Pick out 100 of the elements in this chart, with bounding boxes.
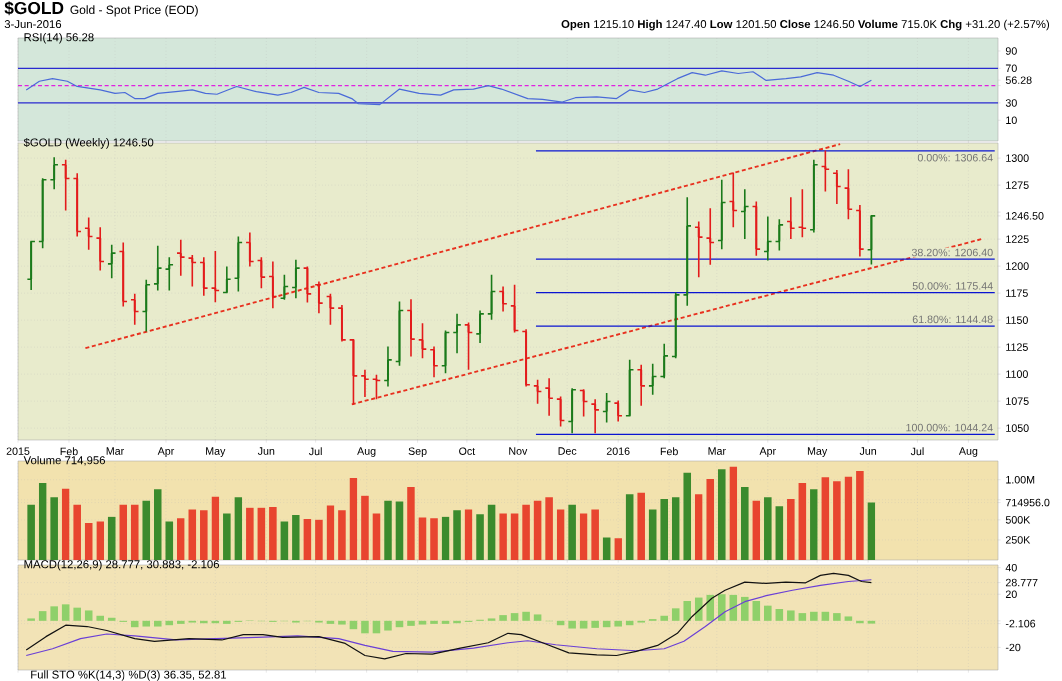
y-tick-label: 1275 <box>1006 181 1029 189</box>
bar <box>533 500 542 560</box>
bar <box>867 502 876 560</box>
candlestick <box>176 239 186 277</box>
candlestick <box>210 250 220 303</box>
text: 3-Jun-2016 <box>4 20 62 29</box>
bar <box>487 618 496 621</box>
x-tick-label: Jul <box>308 447 322 456</box>
candlestick <box>325 293 335 326</box>
x-tick-label: Oct <box>459 447 476 455</box>
candlestick <box>579 388 589 418</box>
candlestick <box>256 256 266 289</box>
bar <box>96 615 104 621</box>
bar <box>510 513 519 560</box>
candlestick <box>786 196 796 240</box>
candlestick <box>866 214 876 266</box>
bar <box>671 497 680 560</box>
y-tick-label: 1075 <box>1006 397 1029 405</box>
candlestick <box>49 156 59 191</box>
bar <box>787 610 795 621</box>
bar <box>27 618 35 621</box>
candlestick <box>291 259 301 299</box>
bar <box>764 605 772 621</box>
y-tick-label: 714956.0 <box>1005 498 1050 507</box>
candlestick <box>648 363 658 396</box>
candlestick <box>417 322 428 359</box>
candlestick <box>452 313 462 354</box>
bar <box>499 513 507 560</box>
candlestick <box>233 235 243 293</box>
bar <box>694 597 703 621</box>
candlestick <box>797 188 807 238</box>
x-tick-label: Dec <box>558 447 577 455</box>
candlestick <box>544 377 554 417</box>
bar <box>165 521 174 560</box>
bar <box>487 504 496 560</box>
bar <box>73 607 81 621</box>
bar <box>142 620 151 627</box>
bar <box>315 519 323 560</box>
y-tick-label: 1200 <box>1006 262 1029 270</box>
candlestick <box>717 179 727 250</box>
candlestick <box>486 274 497 321</box>
bar <box>856 470 864 560</box>
bar <box>464 509 473 560</box>
bar <box>694 494 703 560</box>
candlestick <box>130 293 140 326</box>
x-tick-label: Feb <box>60 447 78 456</box>
bar <box>545 497 553 560</box>
y-tick-label: -20 <box>1005 643 1021 652</box>
bar <box>764 497 772 560</box>
bar <box>177 518 185 560</box>
candlestick <box>671 291 681 359</box>
candlestick <box>61 159 71 212</box>
bar <box>441 516 450 560</box>
candlestick <box>199 256 209 297</box>
bar <box>625 494 634 560</box>
candlestick <box>590 398 600 434</box>
x-tick-label: Apr <box>759 447 776 457</box>
x-tick-label: Mar <box>708 447 726 455</box>
bar <box>729 594 738 621</box>
bar <box>223 513 231 560</box>
bar <box>407 486 415 560</box>
candlestick <box>740 188 750 240</box>
candlestick <box>659 342 669 380</box>
bar <box>775 506 784 560</box>
bar <box>130 620 139 628</box>
bar <box>165 620 174 626</box>
candlestick <box>187 254 197 288</box>
x-tick-label: 2016 <box>606 447 630 455</box>
candlestick <box>302 265 312 304</box>
candlestick <box>613 399 623 423</box>
bar <box>510 613 519 621</box>
bar <box>61 488 70 560</box>
candlestick <box>567 387 577 434</box>
y-tick-label: 28.777 <box>1005 578 1038 587</box>
text: Full STO %K(14,3) %D(3) 36.35, 52.81 <box>31 670 227 681</box>
x-tick-label: Mar <box>106 447 125 455</box>
chart-title: MACD(12,26,9) 28.777, 30.883, -2.106 <box>24 559 220 571</box>
candlestick <box>429 345 439 378</box>
y-tick-label: 1300 <box>1006 154 1029 162</box>
y-tick-label: 70 <box>1005 64 1017 73</box>
candlestick <box>279 274 289 301</box>
candlestick <box>348 339 359 406</box>
candlestick <box>84 216 94 251</box>
bar <box>338 510 346 560</box>
bar <box>372 513 381 560</box>
x-tick-label: Nov <box>509 447 528 455</box>
bar <box>418 517 427 560</box>
bar <box>752 601 761 621</box>
bar <box>200 510 208 560</box>
bar <box>73 504 81 560</box>
x-tick-label: Aug <box>357 447 376 457</box>
bar <box>153 489 162 560</box>
bar <box>798 482 807 560</box>
chart-title: RSI(14) 56.28 <box>24 32 94 44</box>
bar <box>38 611 47 621</box>
y-tick-label: 1175 <box>1006 289 1028 297</box>
candlestick <box>38 177 48 249</box>
candlestick <box>809 159 819 234</box>
candlestick <box>510 284 520 334</box>
bar <box>522 611 530 621</box>
